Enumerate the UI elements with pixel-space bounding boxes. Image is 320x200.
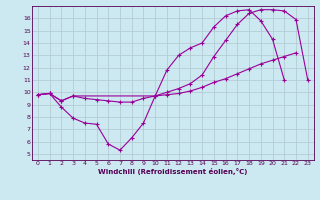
X-axis label: Windchill (Refroidissement éolien,°C): Windchill (Refroidissement éolien,°C) bbox=[98, 168, 247, 175]
